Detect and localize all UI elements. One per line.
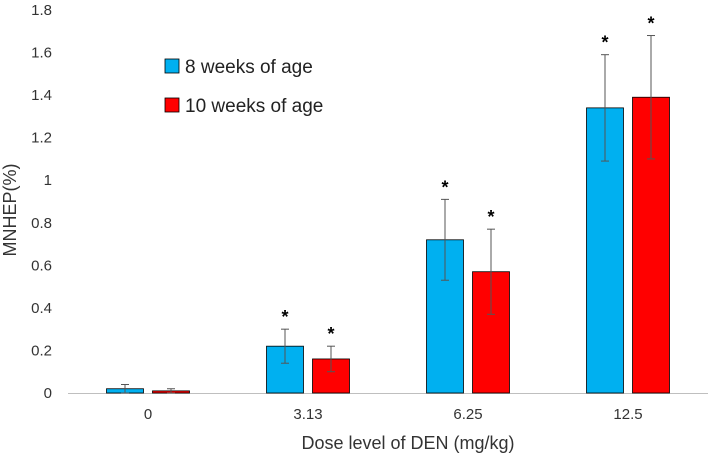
x-axis-ticks: 0 3.13 6.25 12.5 xyxy=(144,406,643,423)
x-tick-label: 12.5 xyxy=(613,406,642,423)
y-tick-label: 0.8 xyxy=(31,215,52,232)
y-tick-label: 0.2 xyxy=(31,342,52,359)
y-tick-label: 0.6 xyxy=(31,257,52,274)
x-tick-label: 3.13 xyxy=(293,406,322,423)
legend: 8 weeks of age 10 weeks of age xyxy=(164,57,323,117)
y-axis-title: MNHEP(%) xyxy=(0,164,20,257)
error-bars xyxy=(121,35,655,394)
significance-star: * xyxy=(281,307,288,327)
bar xyxy=(472,271,510,394)
legend-label-10-weeks: 10 weeks of age xyxy=(185,96,323,117)
significance-star: * xyxy=(601,33,608,53)
significance-markers: * * * * * * xyxy=(281,14,654,345)
y-tick-label: 1.8 xyxy=(31,2,52,19)
legend-swatch-8-weeks xyxy=(164,58,180,74)
x-tick-label: 6.25 xyxy=(453,406,482,423)
x-axis-title: Dose level of DEN (mg/kg) xyxy=(301,433,514,453)
significance-star: * xyxy=(647,14,654,34)
y-tick-label: 1.2 xyxy=(31,130,52,147)
significance-star: * xyxy=(441,177,448,197)
x-tick-label: 0 xyxy=(144,406,152,423)
y-tick-label: 0 xyxy=(44,385,52,402)
y-tick-label: 1.6 xyxy=(31,45,52,62)
legend-swatch-10-weeks xyxy=(164,97,180,113)
legend-label-8-weeks: 8 weeks of age xyxy=(185,57,313,78)
bars xyxy=(106,96,670,394)
significance-star: * xyxy=(327,324,334,344)
y-tick-label: 0.4 xyxy=(31,300,52,317)
significance-star: * xyxy=(487,207,494,227)
y-axis-ticks: 0 0.2 0.4 0.6 0.8 1 1.2 1.4 1.6 1.8 xyxy=(31,2,52,402)
y-tick-label: 1 xyxy=(44,172,52,189)
y-tick-label: 1.4 xyxy=(31,87,52,104)
